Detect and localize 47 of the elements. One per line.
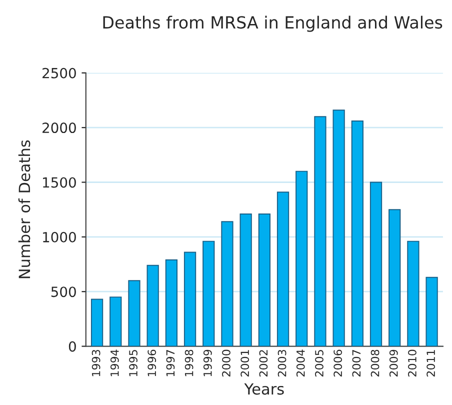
x-tick-label: 2005 [315, 350, 324, 377]
x-tick-label: 1994 [110, 350, 119, 376]
x-tick-label: 2010 [408, 350, 416, 377]
x-tick-label: 2000 [222, 350, 230, 377]
x-tick-label: 1999 [203, 350, 212, 376]
bar [128, 280, 140, 346]
bar [296, 170, 308, 346]
bar [351, 120, 364, 346]
y-axis-title: Number of Deaths [18, 140, 30, 278]
y-tick-label: 1500 [43, 177, 76, 188]
x-tick-label: 1993 [92, 350, 100, 376]
bar [184, 252, 196, 346]
bar [426, 276, 438, 346]
bar [388, 209, 401, 346]
bar [314, 116, 326, 346]
y-tick-label: 0 [68, 341, 76, 352]
bar [110, 296, 122, 346]
bar [370, 182, 382, 346]
x-tick-label: 2002 [259, 350, 268, 377]
x-tick-label: 2004 [296, 350, 305, 377]
bar [165, 259, 178, 346]
y-tick-label: 1000 [43, 232, 76, 242]
bar [202, 240, 215, 346]
y-tick-label: 500 [51, 286, 76, 298]
x-tick-label: 2003 [278, 350, 286, 377]
x-tick-label: 2006 [334, 350, 342, 377]
x-tick-label: 2007 [352, 350, 361, 377]
x-tick-label: 1995 [129, 350, 138, 376]
chart-title: Deaths from MRSA in England and Wales [103, 16, 442, 32]
bar [221, 221, 234, 346]
x-tick-label: 2009 [389, 350, 398, 377]
bar [258, 213, 270, 346]
x-tick-label: 1998 [184, 350, 194, 376]
x-axis-title: Years [244, 383, 284, 395]
bar [332, 110, 345, 346]
x-tick-label: 2008 [370, 350, 380, 377]
bar [240, 213, 252, 346]
y-tick-label: 2000 [42, 122, 76, 134]
x-tick-label: 1996 [148, 350, 156, 376]
y-tick-label: 2500 [42, 68, 76, 78]
bar [407, 240, 420, 346]
x-tick-label: 1997 [166, 350, 175, 376]
bar [276, 192, 290, 346]
x-tick-label: 2001 [240, 350, 250, 377]
bar [146, 264, 159, 346]
x-tick-label: 2011 [426, 350, 436, 377]
bar [90, 298, 104, 346]
